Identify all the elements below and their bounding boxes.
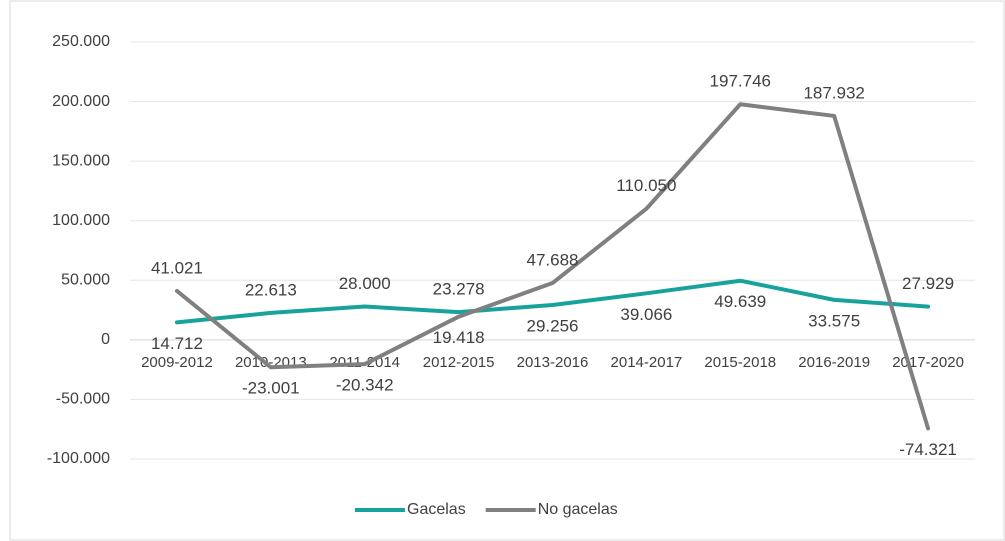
data-label: 187.932: [803, 83, 864, 102]
y-tick-label: -100.000: [47, 450, 110, 467]
data-label: -74.321: [899, 440, 957, 459]
data-label: 28.000: [339, 274, 391, 293]
y-tick-label: 250.000: [52, 33, 110, 50]
y-tick-label: 150.000: [52, 152, 110, 169]
data-label: 27.929: [902, 274, 954, 293]
x-tick-label: 2016-2019: [798, 354, 870, 371]
data-label: 197.746: [710, 72, 771, 91]
data-label: 22.613: [245, 280, 297, 299]
data-label: 33.575: [808, 311, 860, 330]
x-tick-label: 2013-2016: [517, 354, 589, 371]
y-tick-label: 0: [101, 331, 110, 348]
data-label: 14.712: [151, 334, 203, 353]
x-tick-label: 2015-2018: [704, 354, 776, 371]
y-tick-label: 200.000: [52, 93, 110, 110]
data-label: 23.278: [433, 280, 485, 299]
y-tick-label: 50.000: [61, 272, 110, 289]
series-line: [174, 102, 931, 431]
data-label: 41.021: [151, 258, 203, 277]
data-label: 110.050: [616, 176, 676, 195]
series-line: [174, 278, 931, 325]
chart-frame: [9, 0, 1005, 541]
data-label: 39.066: [620, 305, 672, 324]
data-label: 47.688: [527, 251, 579, 270]
y-tick-label: -50.000: [56, 391, 110, 408]
x-tick-label: 2012-2015: [423, 354, 495, 371]
y-tick-label: 100.000: [52, 212, 110, 229]
legend-label: No gacelas: [538, 501, 618, 518]
data-label: 49.639: [714, 292, 766, 311]
data-label: 29.256: [527, 316, 579, 335]
data-label: -20.342: [336, 376, 394, 395]
legend-label: Gacelas: [407, 501, 466, 518]
x-tick-label: 2009-2012: [141, 354, 213, 371]
x-tick-label: 2014-2017: [611, 354, 683, 371]
data-label: -23.001: [242, 379, 300, 398]
data-label: 19.418: [433, 328, 485, 347]
x-tick-label: 2017-2020: [892, 354, 964, 371]
